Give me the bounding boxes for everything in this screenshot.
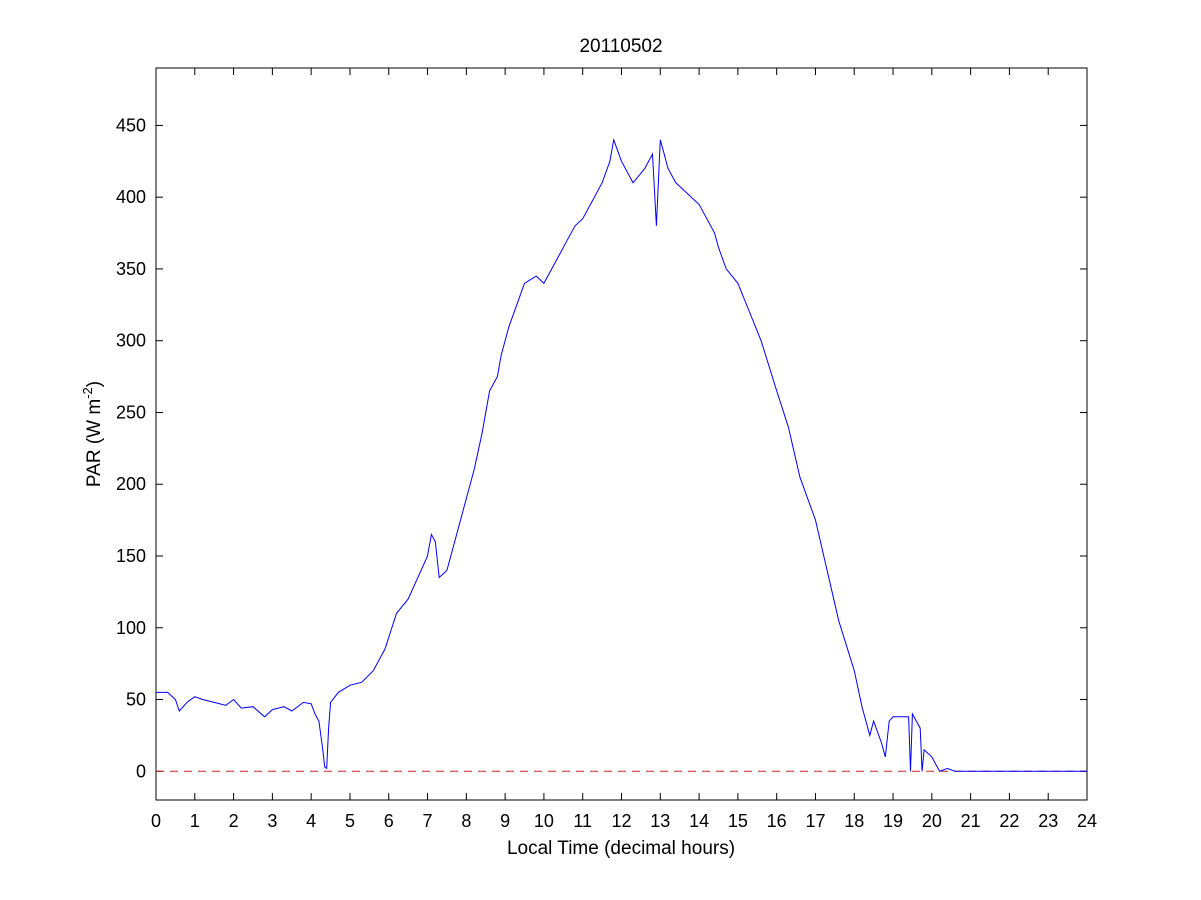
x-tick-label: 2 bbox=[229, 811, 239, 831]
x-tick-label: 16 bbox=[767, 811, 787, 831]
par-series-line bbox=[156, 137, 1087, 772]
y-tick-label: 400 bbox=[116, 187, 146, 207]
y-axis-label-superscript: -2 bbox=[80, 387, 95, 399]
chart-title: 20110502 bbox=[579, 36, 662, 57]
y-tick-label: 200 bbox=[116, 474, 146, 494]
x-tick-label: 13 bbox=[650, 811, 670, 831]
x-tick-label: 24 bbox=[1077, 811, 1097, 831]
y-tick-label: 150 bbox=[116, 546, 146, 566]
x-tick-label: 14 bbox=[689, 811, 709, 831]
y-tick-label: 300 bbox=[116, 331, 146, 351]
x-tick-label: 8 bbox=[461, 811, 471, 831]
y-tick-label: 350 bbox=[116, 259, 146, 279]
x-tick-label: 11 bbox=[573, 811, 592, 831]
y-tick-label: 250 bbox=[116, 402, 146, 422]
x-tick-label: 6 bbox=[384, 811, 394, 831]
x-tick-label: 1 bbox=[190, 811, 200, 831]
x-tick-label: 9 bbox=[500, 811, 510, 831]
y-tick-label: 0 bbox=[136, 761, 146, 781]
x-tick-label: 17 bbox=[805, 811, 825, 831]
x-tick-label: 20 bbox=[922, 811, 942, 831]
y-axis-label-suffix: ) bbox=[84, 381, 105, 387]
y-axis-label-prefix: PAR (W m bbox=[84, 399, 105, 487]
x-tick-label: 3 bbox=[267, 811, 277, 831]
x-tick-label: 0 bbox=[151, 811, 161, 831]
x-tick-label: 21 bbox=[961, 811, 981, 831]
x-tick-label: 10 bbox=[534, 811, 554, 831]
x-tick-label: 19 bbox=[883, 811, 903, 831]
y-tick-label: 450 bbox=[116, 115, 146, 135]
plot-area: 0 1 2 3 4 5 6 7 8 9 10 11 12 13 14 15 16 17 18 19 20 21 22 23 24… bbox=[116, 67, 1097, 831]
x-tick-label: 5 bbox=[345, 811, 355, 831]
y-tick-label: 50 bbox=[126, 690, 146, 710]
y-tick-label: 100 bbox=[116, 618, 146, 638]
x-axis-label: Local Time (decimal hours) bbox=[507, 838, 735, 859]
x-tick-label: 23 bbox=[1038, 811, 1058, 831]
x-tick-label: 22 bbox=[999, 811, 1019, 831]
x-tick-label: 12 bbox=[611, 811, 631, 831]
x-tick-label: 15 bbox=[728, 811, 748, 831]
x-tick-label: 4 bbox=[306, 811, 316, 831]
x-tick-label: 18 bbox=[844, 811, 864, 831]
x-tick-label: 7 bbox=[423, 811, 433, 831]
y-axis-label: PAR (W m-2) bbox=[80, 381, 105, 487]
